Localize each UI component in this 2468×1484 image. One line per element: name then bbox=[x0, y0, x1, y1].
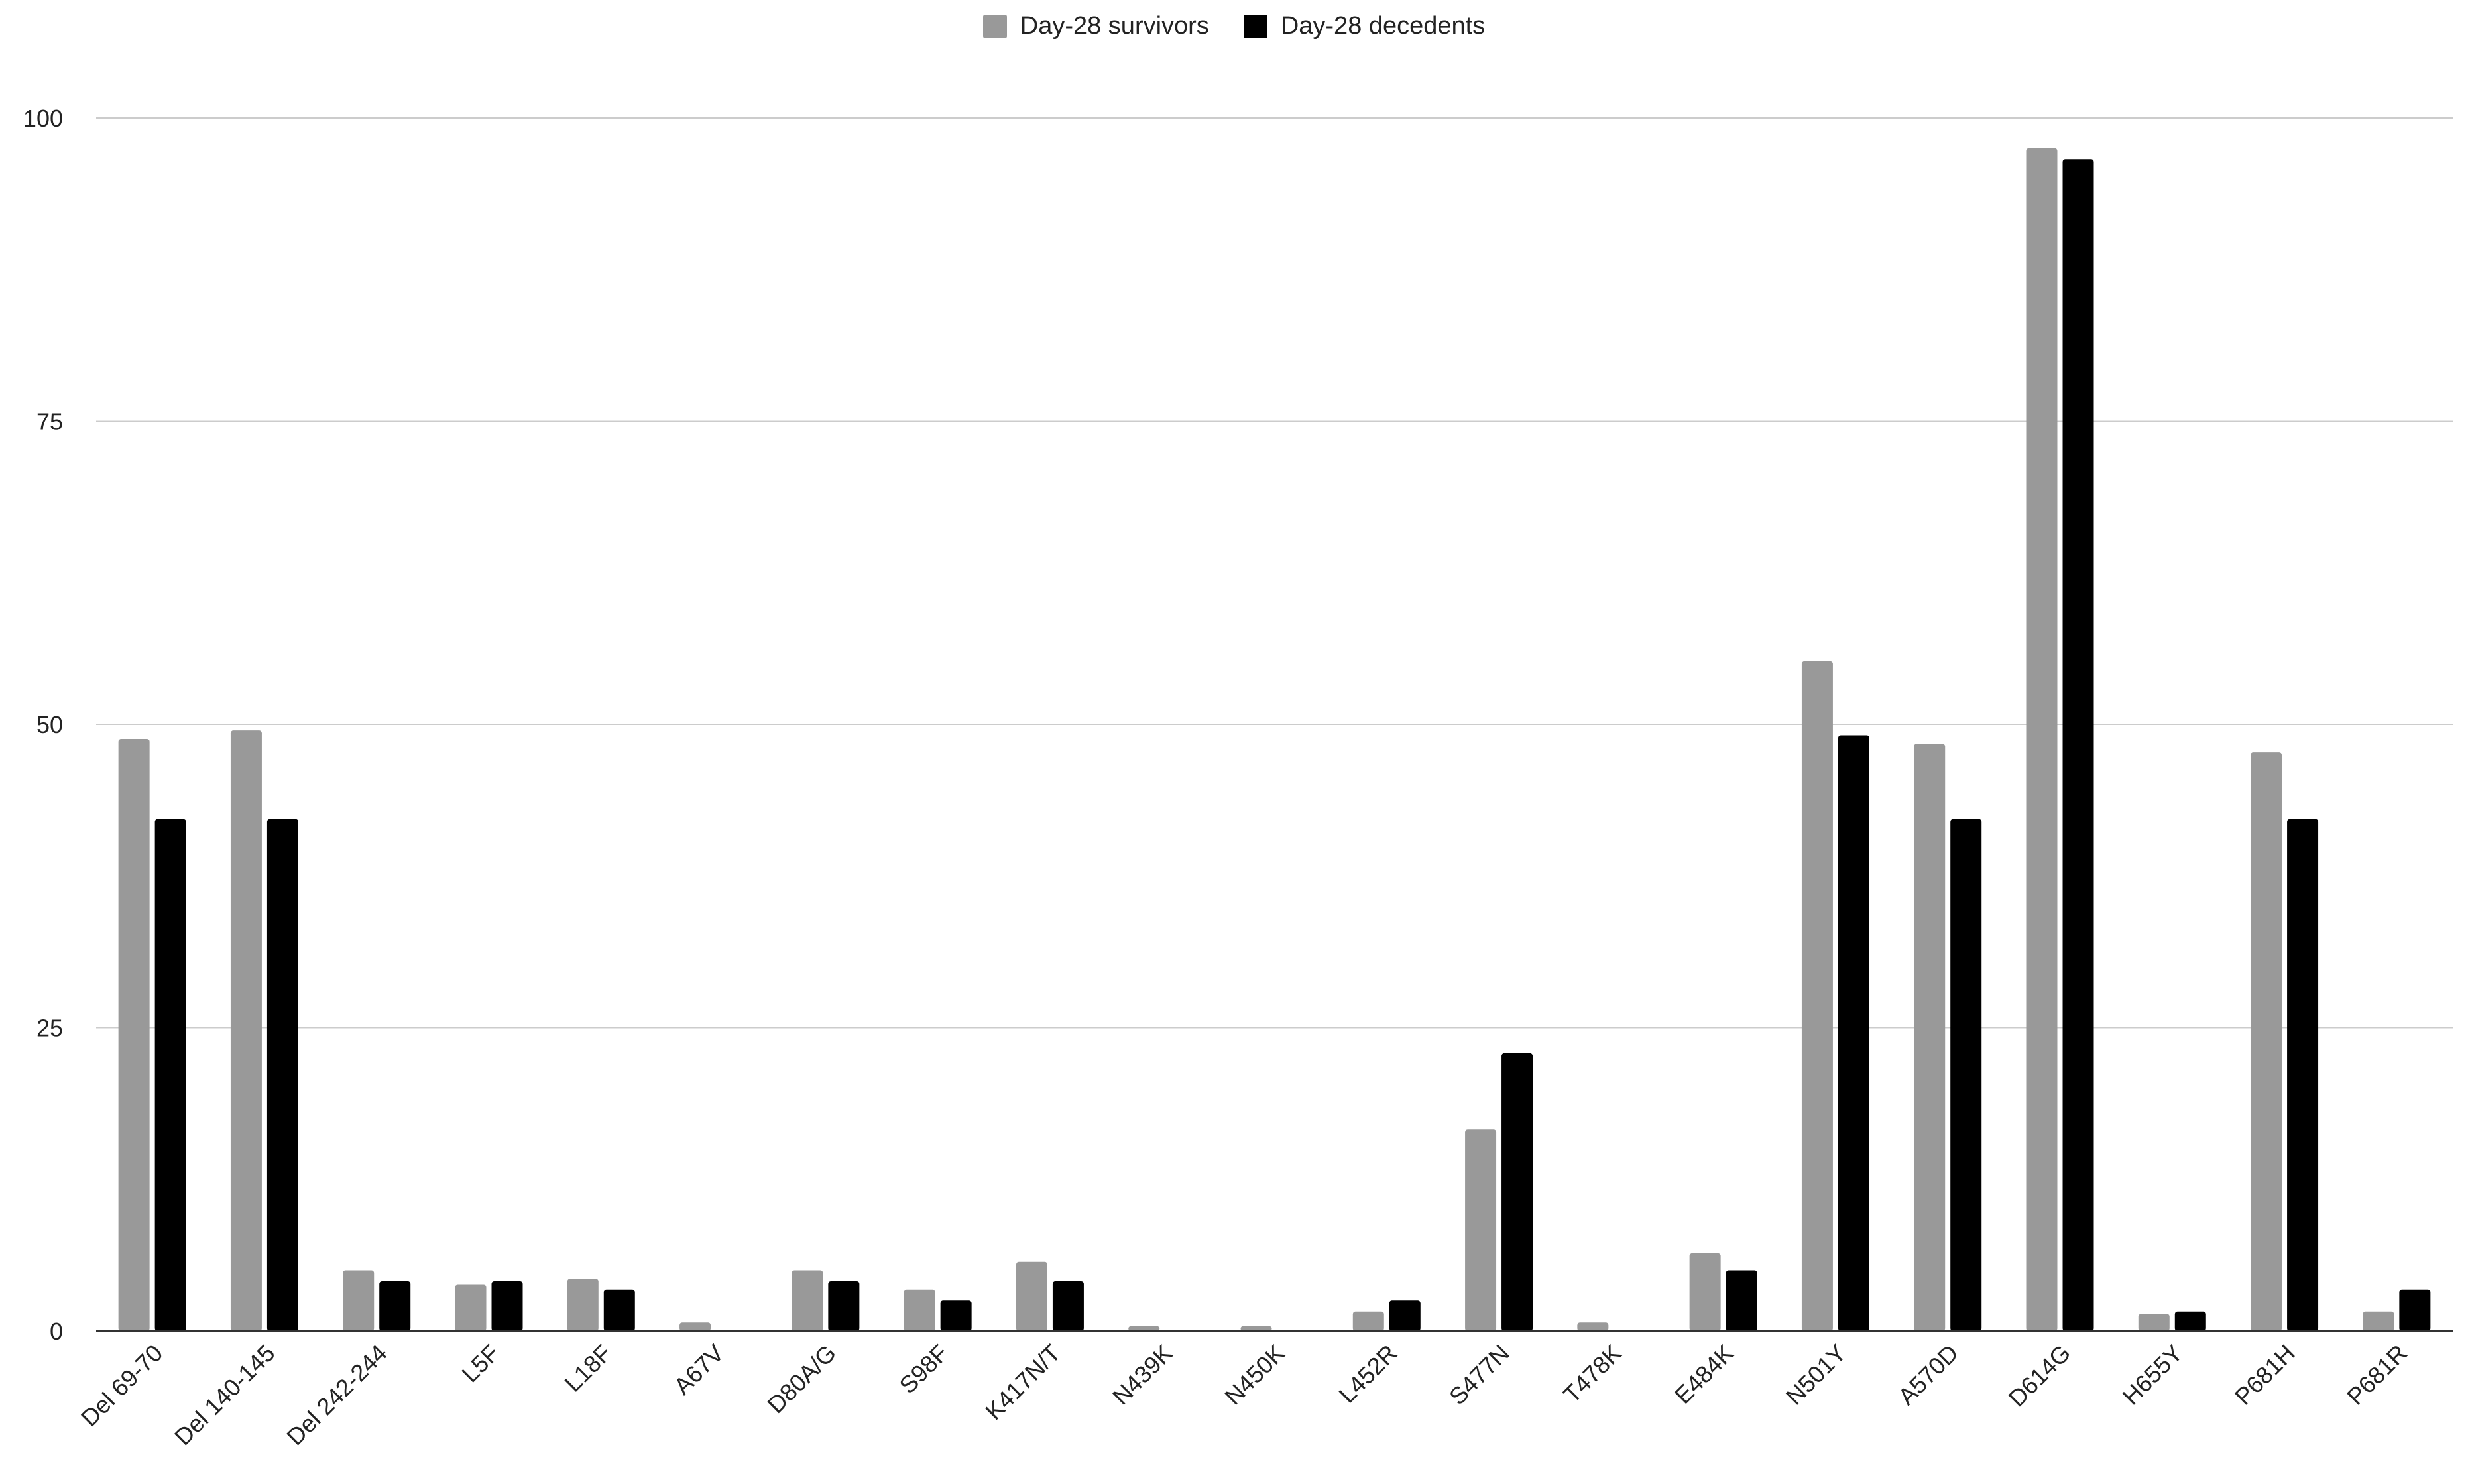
y-tick-label: 100 bbox=[23, 105, 63, 132]
bar-decedents bbox=[1389, 1300, 1421, 1331]
bar-survivors bbox=[455, 1284, 487, 1331]
x-tick-label: N450K bbox=[1219, 1340, 1290, 1410]
x-tick-label: A570D bbox=[1893, 1340, 1964, 1410]
bar-survivors bbox=[2138, 1314, 2170, 1331]
legend-label-decedents: Day-28 decedents bbox=[1280, 12, 1486, 40]
x-tick-label: N501Y bbox=[1781, 1340, 1851, 1410]
x-tick-label: L452R bbox=[1333, 1340, 1402, 1408]
bar-survivors bbox=[1577, 1322, 1609, 1331]
x-tick-label: E484K bbox=[1669, 1340, 1739, 1409]
legend-swatch-survivors bbox=[982, 14, 1007, 38]
legend-item-decedents: Day-28 decedents bbox=[1243, 12, 1486, 40]
bar-survivors bbox=[2363, 1311, 2394, 1331]
x-tick-label: Del 242-244 bbox=[281, 1340, 392, 1451]
y-tick-label: 50 bbox=[36, 711, 63, 738]
bar-survivors bbox=[230, 730, 262, 1331]
x-tick-label: T478K bbox=[1558, 1340, 1627, 1408]
bar-survivors bbox=[1465, 1129, 1497, 1331]
y-tick-label: 25 bbox=[36, 1015, 63, 1042]
bar-decedents bbox=[828, 1281, 860, 1331]
bar-decedents bbox=[2062, 159, 2094, 1332]
legend-item-survivors: Day-28 survivors bbox=[982, 12, 1209, 40]
bar-survivors bbox=[1801, 661, 1833, 1331]
bar-decedents bbox=[603, 1289, 635, 1331]
bar-survivors bbox=[118, 738, 150, 1331]
x-tick-label: A67V bbox=[668, 1340, 729, 1400]
bar-decedents bbox=[266, 819, 298, 1331]
x-tick-label: H655Y bbox=[2117, 1340, 2188, 1410]
x-tick-label: D614G bbox=[2003, 1340, 2076, 1412]
x-tick-label: P681R bbox=[2341, 1340, 2412, 1410]
x-tick-label: L18F bbox=[559, 1340, 617, 1397]
bar-decedents bbox=[379, 1281, 411, 1331]
bar-survivors bbox=[1128, 1326, 1160, 1331]
bar-decedents bbox=[2287, 819, 2319, 1331]
bar-decedents bbox=[1950, 819, 1982, 1331]
bar-survivors bbox=[567, 1279, 599, 1331]
bar-survivors bbox=[1240, 1326, 1272, 1331]
y-tick-label: 75 bbox=[36, 408, 63, 435]
bar-decedents bbox=[940, 1300, 972, 1331]
bar-survivors bbox=[1352, 1311, 1384, 1331]
bars bbox=[118, 148, 2431, 1332]
x-tick-label: Del 69-70 bbox=[76, 1340, 168, 1432]
bar-survivors bbox=[1016, 1261, 1047, 1331]
x-tick-label: S98F bbox=[894, 1340, 953, 1399]
chart-legend: Day-28 survivors Day-28 decedents bbox=[0, 12, 2468, 40]
gridlines bbox=[96, 117, 2453, 1029]
bar-decedents bbox=[154, 819, 186, 1331]
bar-survivors bbox=[679, 1322, 711, 1331]
bar-decedents bbox=[1501, 1053, 1533, 1331]
x-tick-label: Del 140-145 bbox=[169, 1340, 280, 1451]
legend-swatch-decedents bbox=[1243, 14, 1267, 38]
bar-decedents bbox=[2399, 1289, 2431, 1331]
x-tick-label: D80A/G bbox=[762, 1340, 841, 1419]
x-axis-ticks: Del 69-70 Del 140-145 Del 242-244 L5F L18F A6… bbox=[76, 1340, 2412, 1451]
bar-survivors bbox=[343, 1270, 375, 1331]
x-tick-label: L5F bbox=[456, 1340, 504, 1388]
y-tick-label: 0 bbox=[50, 1318, 63, 1345]
bar-decedents bbox=[2174, 1311, 2206, 1331]
bar-decedents bbox=[1726, 1270, 1757, 1331]
y-axis-ticks: 0 25 50 75 100 bbox=[23, 105, 63, 1345]
bar-decedents bbox=[491, 1281, 523, 1331]
x-tick-label: N439K bbox=[1107, 1340, 1178, 1410]
x-tick-label: K417N/T bbox=[980, 1340, 1065, 1425]
bar-survivors bbox=[2251, 752, 2282, 1331]
bar-survivors bbox=[792, 1270, 823, 1331]
bar-survivors bbox=[904, 1289, 935, 1331]
bar-survivors bbox=[2026, 148, 2058, 1331]
bar-decedents bbox=[1838, 735, 1869, 1331]
x-tick-label: S477N bbox=[1444, 1340, 1515, 1410]
legend-label-survivors: Day-28 survivors bbox=[1020, 12, 1209, 40]
bar-decedents bbox=[1052, 1281, 1084, 1331]
bar-survivors bbox=[1914, 744, 1946, 1331]
x-tick-label: P681H bbox=[2229, 1340, 2300, 1410]
bar-survivors bbox=[1689, 1253, 1721, 1331]
